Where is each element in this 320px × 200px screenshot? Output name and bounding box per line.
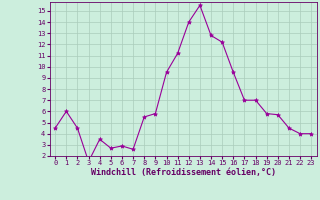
X-axis label: Windchill (Refroidissement éolien,°C): Windchill (Refroidissement éolien,°C)	[91, 168, 276, 177]
